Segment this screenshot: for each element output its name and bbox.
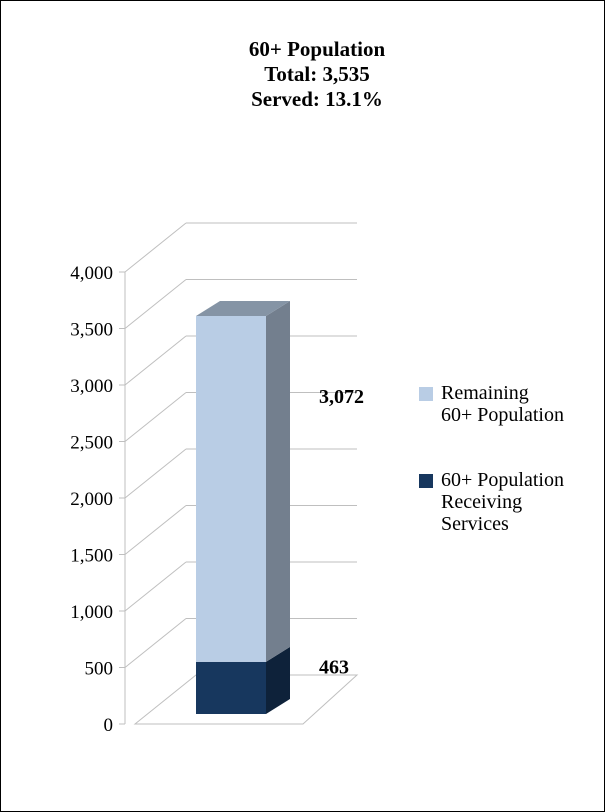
legend-label: Remaining [441, 382, 529, 404]
data-label-remaining-60-population: 3,072 [319, 386, 364, 408]
title-line-population: 60+ Population [248, 37, 386, 61]
legend: Remaining 60+ Population 60+ Population Rec… [419, 382, 599, 578]
gridline-diagonal [124, 335, 187, 386]
gridline-diagonal [124, 279, 187, 329]
legend-swatch [419, 387, 433, 401]
gridline-diagonal [124, 618, 187, 668]
bar-front-remaining-60-population [196, 316, 266, 662]
y-tick-label: 3,000 [70, 376, 113, 397]
title-line-total: Total: 3,535 [264, 62, 370, 86]
y-tick-label: 2,500 [70, 433, 113, 454]
chart-title: 60+ Population Total: 3,535 Served: 13.1… [1, 37, 605, 112]
y-tick-label: 500 [85, 659, 114, 680]
gridline-diagonal [124, 222, 187, 273]
gridline-diagonal [124, 561, 187, 612]
gridline-diagonal [124, 448, 187, 499]
legend-label: 60+ Population [441, 469, 564, 491]
legend-swatch [419, 474, 433, 488]
y-tick-label: 4,000 [70, 263, 113, 284]
chart-floor [133, 674, 359, 725]
gridline-diagonal [124, 505, 187, 555]
legend-label: Receiving [441, 491, 523, 513]
y-tick-label: 1,500 [70, 546, 113, 567]
y-tick-label: 2,000 [70, 489, 113, 510]
legend-label: Services [441, 513, 509, 535]
bar-side-60-population-receiving-services [266, 646, 290, 714]
y-tick-label: 0 [104, 715, 114, 736]
title-line-served: Served: 13.1% [251, 87, 383, 111]
bar-top-remaining-60-population [196, 301, 290, 316]
legend-label: 60+ Population [441, 404, 564, 426]
bar-side-remaining-60-population [266, 301, 290, 662]
legend-item: Remaining 60+ Population [419, 382, 599, 426]
bar-front-60-population-receiving-services [196, 661, 266, 714]
y-tick-label: 1,000 [70, 602, 113, 623]
y-tick-label: 3,500 [70, 320, 113, 341]
legend-item: 60+ Population Receiving Services [419, 469, 599, 535]
data-label-60-population-receiving-services: 463 [319, 657, 349, 679]
gridline-diagonal [124, 392, 187, 442]
